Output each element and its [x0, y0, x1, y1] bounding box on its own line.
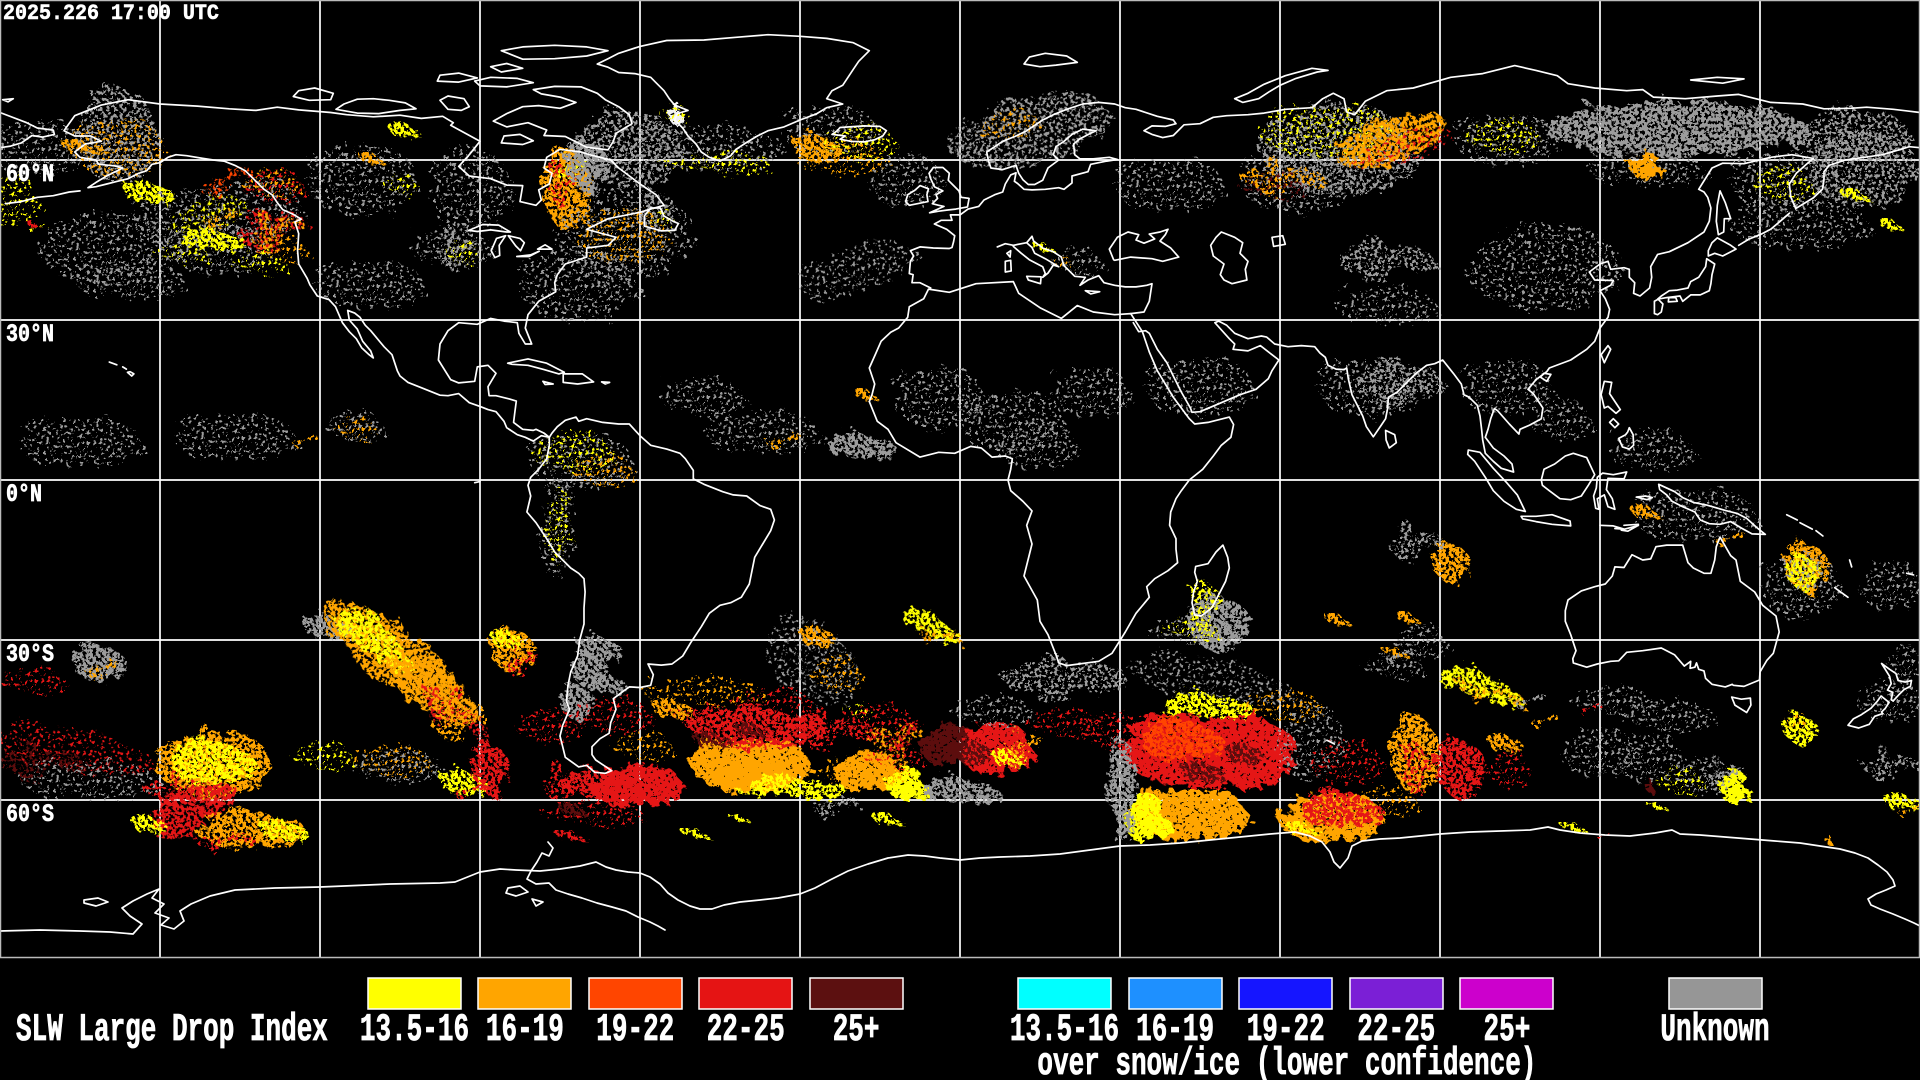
- svg-text:13.5-16: 13.5-16: [1010, 1007, 1119, 1052]
- svg-text:over snow/ice (lower confidenc: over snow/ice (lower confidence): [1037, 1041, 1536, 1080]
- svg-text:16-19: 16-19: [1136, 1007, 1214, 1052]
- svg-text:Unknown: Unknown: [1660, 1007, 1769, 1052]
- svg-text:16-19: 16-19: [486, 1007, 564, 1052]
- svg-text:22-25: 22-25: [707, 1007, 785, 1052]
- svg-text:22-25: 22-25: [1357, 1007, 1435, 1052]
- svg-text:25+: 25+: [1484, 1007, 1531, 1052]
- svg-text:30°S: 30°S: [6, 640, 54, 669]
- svg-text:SLW Large Drop Index: SLW Large Drop Index: [16, 1007, 328, 1052]
- svg-text:60°S: 60°S: [6, 800, 54, 829]
- svg-text:25+: 25+: [833, 1007, 880, 1052]
- svg-text:19-22: 19-22: [596, 1007, 674, 1052]
- svg-text:2025.226 17:00 UTC: 2025.226 17:00 UTC: [3, 1, 219, 26]
- svg-text:0°N: 0°N: [6, 480, 42, 509]
- svg-text:19-22: 19-22: [1247, 1007, 1325, 1052]
- svg-text:30°N: 30°N: [6, 320, 54, 349]
- svg-text:60°N: 60°N: [6, 160, 54, 189]
- svg-text:13.5-16: 13.5-16: [360, 1007, 469, 1052]
